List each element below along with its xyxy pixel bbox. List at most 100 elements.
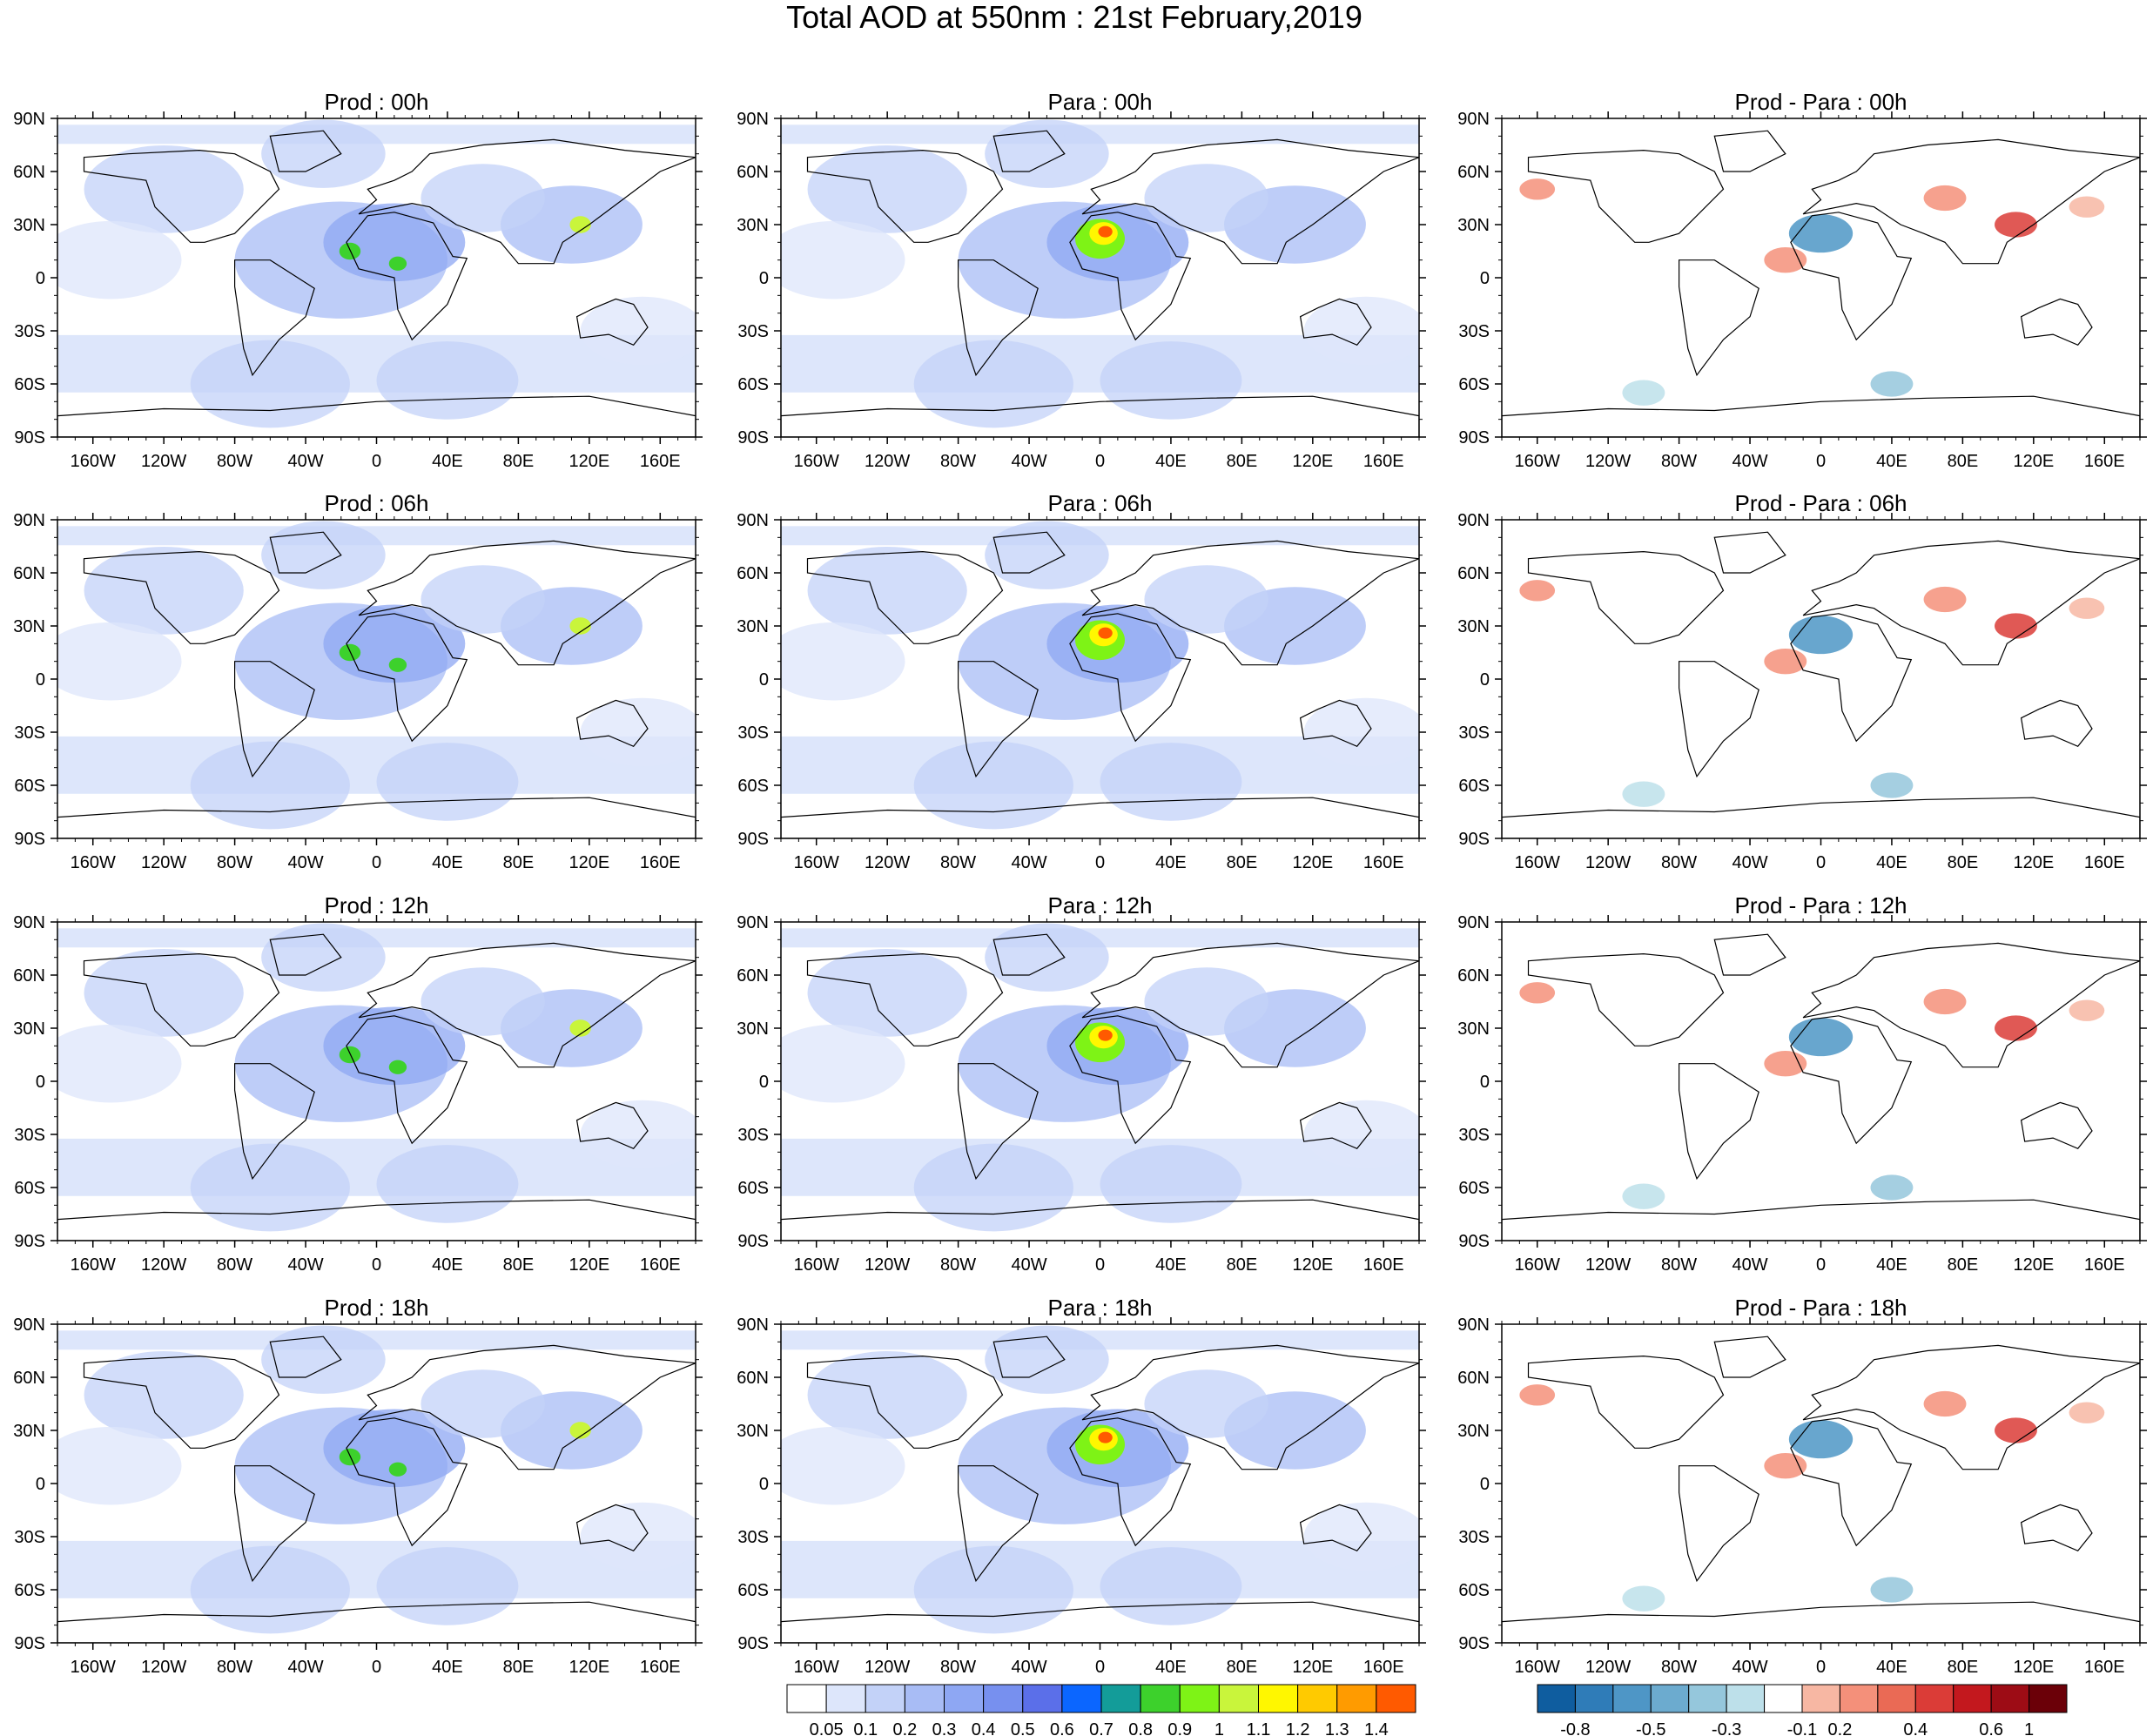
lat-tick-label: 90N (737, 110, 769, 129)
lat-tick-label: 60S (1458, 1581, 1490, 1600)
lon-tick-label: 120E (1292, 1658, 1333, 1677)
coastline (1713, 933, 1786, 976)
coastline (575, 298, 649, 347)
coastline (806, 952, 1004, 1046)
aod-field (57, 526, 696, 546)
lon-tick-label: 160E (2084, 1255, 2125, 1275)
colorbar-label: 0.1 (853, 1720, 878, 1736)
lat-tick-label: 30N (737, 617, 769, 636)
aod-field (1303, 697, 1419, 767)
colorbar-swatch (1726, 1684, 1766, 1713)
panel-title: Prod - Para : 12h (1735, 892, 1907, 918)
lon-tick-label: 120W (141, 452, 186, 471)
aod-field (84, 948, 244, 1037)
lon-tick-label: 80W (217, 1658, 252, 1677)
lon-tick-label: 80E (1227, 1658, 1258, 1677)
aod-plume (339, 1046, 361, 1064)
coastline (1527, 550, 1725, 644)
colorbar-swatch (1764, 1684, 1803, 1713)
lon-tick-label: 80E (1948, 452, 1979, 471)
lon-tick-label: 40E (1155, 853, 1187, 872)
lon-tick-label: 120W (1585, 853, 1631, 872)
aod-field (580, 697, 696, 767)
panel-grid: Prod : 00h 90N 60N 30N 0 30S 60S 90S 160W 120W 80W… (13, 89, 2147, 1677)
colorbar-swatch (1297, 1684, 1338, 1713)
aod-field (913, 1143, 1073, 1232)
aod-field (1303, 296, 1419, 366)
lat-tick-label: 30S (737, 1528, 769, 1547)
lat-tick-label: 0 (1480, 1475, 1490, 1494)
lon-tick-label: 40E (1155, 452, 1187, 471)
lat-tick-label: 30N (737, 1019, 769, 1039)
aod-field (323, 1006, 466, 1086)
lon-tick-label: 160E (2084, 1658, 2125, 1677)
lat-tick-label: 60S (1458, 375, 1490, 394)
colorbar-swatch (983, 1684, 1024, 1713)
colorbar-label: 0.3 (932, 1720, 957, 1736)
lat-tick-label: 30S (14, 1126, 45, 1145)
aod-difference-field (1622, 781, 1665, 807)
lon-tick-label: 160W (1515, 452, 1560, 471)
lat-tick-label: 90N (737, 1315, 769, 1335)
coastline (1790, 212, 1913, 341)
aod-plume (339, 643, 361, 662)
aod-field (781, 526, 1419, 546)
coastline (1069, 613, 1192, 743)
colorbar-swatch (1990, 1684, 2030, 1713)
panel-title: Prod : 18h (325, 1295, 429, 1321)
lon-tick-label: 120E (569, 1658, 609, 1677)
colorbar-label: 0.6 (1050, 1720, 1074, 1736)
aod-field (376, 1145, 519, 1223)
map-panel: Prod - Para : 00h 90N 60N 30N 0 30S 60S 90S 160W… (1457, 89, 2147, 471)
lat-tick-label: 60N (13, 163, 45, 182)
lon-tick-label: 120E (2013, 452, 2054, 471)
lon-tick-label: 80E (503, 452, 535, 471)
colorbar-label: 1 (1214, 1720, 1224, 1736)
lon-tick-label: 160E (1363, 1658, 1404, 1677)
lat-tick-label: 60N (737, 163, 769, 182)
aod-difference-field (1764, 247, 1807, 273)
map-background (1502, 1324, 2140, 1643)
coastline (1802, 540, 2140, 666)
colorbar-label: -0.5 (1636, 1720, 1665, 1736)
lon-tick-label: 160W (71, 1255, 116, 1275)
coastline (1713, 531, 1786, 574)
colorbar-label: -0.3 (1712, 1720, 1741, 1736)
panel-title: Para : 12h (1048, 892, 1153, 918)
lon-tick-label: 40W (287, 853, 323, 872)
aod-field (1100, 1547, 1242, 1625)
lon-tick-label: 80W (217, 1255, 252, 1275)
lon-tick-label: 120E (2013, 1658, 2054, 1677)
lat-tick-label: 60N (1457, 163, 1490, 182)
coastline (358, 942, 696, 1068)
lon-tick-label: 120W (1585, 1255, 1631, 1275)
lon-tick-label: 160W (794, 853, 839, 872)
aod-field (1144, 565, 1268, 634)
lon-tick-label: 80E (1948, 1255, 1979, 1275)
colorbar-swatch (1022, 1684, 1063, 1713)
aod-difference-field (1764, 1051, 1807, 1077)
lon-tick-label: 160E (1363, 853, 1404, 872)
lon-tick-label: 120W (141, 1658, 186, 1677)
lon-tick-label: 40E (1155, 1255, 1187, 1275)
aod-field (57, 220, 182, 299)
lat-tick-label: 90S (1458, 1232, 1490, 1251)
aod-field (1144, 967, 1268, 1036)
aod-field (580, 296, 696, 366)
coastline (358, 540, 696, 666)
aod-field (781, 1024, 905, 1103)
coastline (1679, 259, 1759, 377)
lat-tick-label: 0 (36, 670, 45, 690)
coastline (358, 138, 696, 265)
aod-plume (569, 1422, 591, 1439)
lon-tick-label: 0 (1095, 853, 1105, 872)
coastline (1679, 1465, 1759, 1583)
aod-difference-field (1764, 1453, 1807, 1479)
coastline (806, 1355, 1004, 1449)
coastline (1299, 699, 1372, 748)
lat-tick-label: 60S (1458, 1179, 1490, 1198)
aod-difference-field (1622, 380, 1665, 406)
colorbar-swatch (1612, 1684, 1652, 1713)
colorbar-swatch (1688, 1684, 1727, 1713)
lat-tick-label: 90S (14, 830, 45, 849)
